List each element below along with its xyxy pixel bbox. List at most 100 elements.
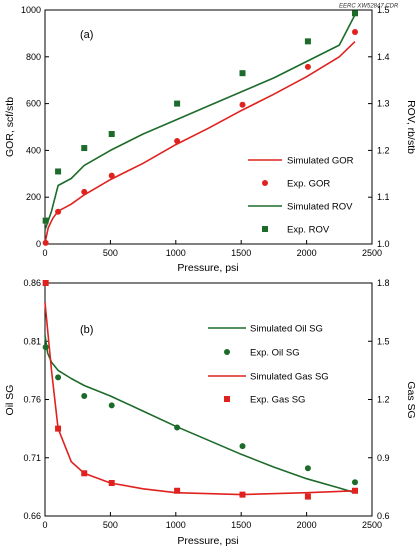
- x-tick-label: 500: [103, 248, 118, 258]
- x-tick-label: 2000: [297, 248, 317, 258]
- data-point-exp-gas-sg: [81, 470, 88, 477]
- x-tick-label: 2500: [362, 248, 382, 258]
- legend-swatch-exp-oil-sg: [224, 349, 230, 355]
- y-tick-label: 600: [26, 99, 41, 109]
- series-markers-b: [42, 280, 358, 500]
- series-line-simulated-oil-sg: [44, 335, 356, 494]
- y2-tick-label: 1.2: [377, 145, 390, 155]
- chart-panel-b: (b) Pressure, psi Oil SG Gas SG 0 500 1000…: [4, 278, 415, 547]
- y2-tick-label: 1.8: [377, 278, 390, 288]
- x-tick-label: 2000: [297, 520, 317, 530]
- legend-label-exp-oil-sg: Exp. Oil SG: [250, 348, 300, 359]
- y2-tick-label: 1.2: [377, 395, 390, 405]
- data-point-exp-oil-sg: [108, 402, 115, 409]
- data-point-exp-gor: [108, 172, 115, 179]
- data-point-exp-gas-sg: [239, 491, 246, 498]
- data-point-exp-oil-sg: [304, 465, 311, 472]
- y2-tick-label: 1.0: [377, 239, 390, 249]
- data-point-exp-oil-sg: [42, 344, 49, 351]
- data-point-exp-oil-sg: [239, 443, 246, 450]
- y-tick-label: 200: [26, 192, 41, 202]
- series-lines-a: [44, 14, 356, 243]
- x-tick-label: 500: [103, 520, 118, 530]
- data-point-exp-rov: [42, 217, 49, 224]
- y-tick-label: 0.76: [23, 395, 41, 405]
- data-point-exp-gor: [174, 138, 181, 145]
- x-tick-label: 2500: [362, 520, 382, 530]
- x-tick-label: 0: [42, 520, 47, 530]
- y2-tick-label: 1.3: [377, 99, 390, 109]
- plot-frame-a: [44, 9, 373, 245]
- legend-label-simulated-rov: Simulated ROV: [287, 202, 353, 213]
- y-tick-label: 0.86: [23, 278, 41, 288]
- x-tick-label: 0: [42, 248, 47, 258]
- data-point-exp-gor: [351, 28, 358, 35]
- y-axis-label-a: GOR, scf/stb: [4, 97, 16, 157]
- data-point-exp-gor: [81, 188, 88, 195]
- x-tick-label: 1500: [231, 248, 251, 258]
- data-point-exp-gor: [55, 208, 62, 215]
- legend-label-simulated-oil-sg: Simulated Oil SG: [250, 324, 323, 335]
- corner-text: EERC XW52847.CDR: [339, 4, 399, 10]
- y2-tick-label: 1.1: [377, 192, 390, 202]
- y2-axis-label-b: Gas SG: [405, 381, 415, 418]
- y-tick-label: 0: [36, 239, 41, 249]
- data-point-exp-rov: [304, 38, 311, 45]
- x-axis-label-a: Pressure, psi: [177, 262, 238, 274]
- y-tick-label: 400: [26, 145, 41, 155]
- series-line-simulated-gor: [44, 41, 356, 243]
- data-point-exp-gas-sg: [55, 425, 62, 432]
- legend-label-simulated-gas-sg: Simulated Gas SG: [250, 372, 329, 383]
- legend-label-exp-gas-sg: Exp. Gas SG: [250, 395, 305, 406]
- legend-swatch-exp-gas-sg: [224, 396, 230, 402]
- data-point-exp-rov: [108, 131, 115, 138]
- x-axis-label-b: Pressure, psi: [177, 535, 238, 547]
- ticks-a: 0 500 1000 1500 2000 2500 0 200 400 600 800 1000 1.0…: [21, 5, 390, 258]
- data-point-exp-oil-sg: [351, 479, 358, 486]
- panel-label-b: (b): [80, 324, 93, 336]
- y-tick-label: 1000: [21, 5, 41, 15]
- legend-swatch-exp-rov: [262, 226, 268, 232]
- data-point-exp-gor: [239, 101, 246, 108]
- y2-tick-label: 1.5: [377, 336, 390, 346]
- data-point-exp-gas-sg: [304, 493, 311, 500]
- data-point-exp-oil-sg: [55, 374, 62, 381]
- y-tick-label: 0.66: [23, 511, 41, 521]
- legend-a: Simulated GOR Exp. GOR Simulated ROV Exp…: [248, 156, 354, 236]
- y2-tick-label: 1.5: [377, 5, 390, 15]
- data-point-exp-oil-sg: [81, 393, 88, 400]
- y2-tick-label: 0.6: [377, 511, 390, 521]
- legend-b: Simulated Oil SG Exp. Oil SG Simulated G…: [208, 324, 329, 406]
- data-point-exp-gor: [304, 63, 311, 70]
- data-point-exp-gor: [42, 239, 49, 246]
- series-markers-a: [42, 10, 358, 246]
- data-point-exp-rov: [174, 100, 181, 107]
- data-point-exp-rov: [239, 70, 246, 77]
- data-point-exp-gas-sg: [174, 487, 181, 494]
- data-point-exp-rov: [351, 10, 358, 17]
- y-tick-label: 0.81: [23, 336, 41, 346]
- y-tick-label: 800: [26, 52, 41, 62]
- x-tick-label: 1000: [166, 248, 186, 258]
- legend-swatch-exp-gor: [262, 180, 268, 186]
- data-point-exp-gas-sg: [42, 280, 49, 286]
- legend-label-exp-gor: Exp. GOR: [287, 179, 330, 190]
- panel-label-a: (a): [80, 29, 93, 41]
- y-tick-label: 0.71: [23, 453, 41, 463]
- data-point-exp-gas-sg: [108, 479, 115, 486]
- data-point-exp-oil-sg: [174, 424, 181, 431]
- data-point-exp-rov: [81, 145, 88, 152]
- ticks-b: 0 500 1000 1500 2000 2500 0.66 0.71 0.76 0.81 0.86…: [23, 278, 389, 530]
- chart-panel-a: (a) Pressure, psi GOR, scf/stb ROV, rb/s…: [4, 5, 415, 274]
- legend-label-simulated-gor: Simulated GOR: [287, 156, 354, 167]
- plot-frame-b: [44, 282, 373, 517]
- y2-tick-label: 1.4: [377, 52, 390, 62]
- data-point-exp-gas-sg: [351, 487, 358, 494]
- y2-tick-label: 0.9: [377, 453, 390, 463]
- data-point-exp-rov: [55, 168, 62, 175]
- x-tick-label: 1500: [231, 520, 251, 530]
- x-tick-label: 1000: [166, 520, 186, 530]
- y2-axis-label-a: ROV, rb/stb: [405, 100, 415, 154]
